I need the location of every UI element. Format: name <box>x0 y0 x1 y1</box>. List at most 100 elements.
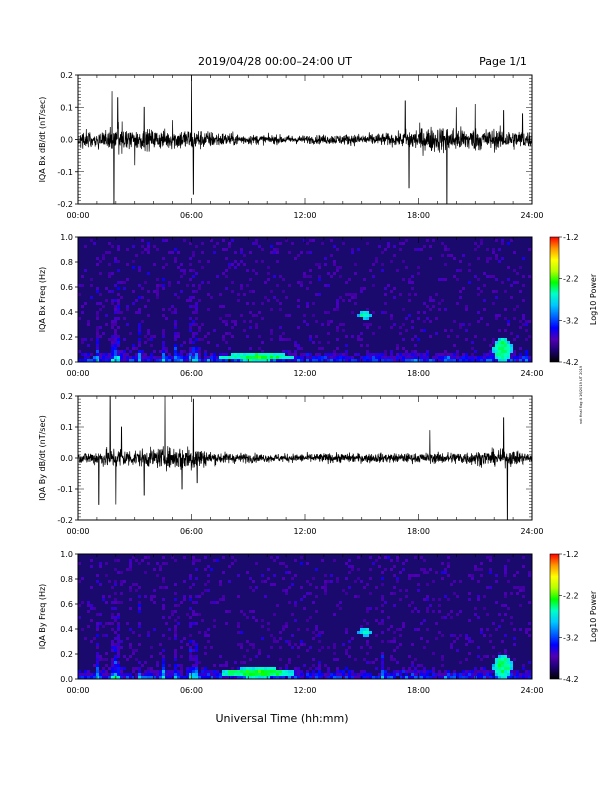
spectrogram-cell <box>180 676 183 679</box>
spectrogram-cell <box>204 556 207 559</box>
spectrogram-cell <box>159 670 162 673</box>
spectrogram-cell <box>285 314 288 317</box>
spectrogram-cell <box>108 667 111 670</box>
spectrogram-cell <box>222 673 225 676</box>
spectrogram-cell <box>444 353 447 356</box>
spectrogram-cell <box>339 323 342 326</box>
spectrogram-cell <box>306 673 309 676</box>
spectrogram-cell <box>408 278 411 281</box>
spectrogram-cell <box>156 359 159 362</box>
spectrogram-cell <box>453 670 456 673</box>
spectrogram-cell <box>504 344 507 347</box>
spectrogram-cell <box>252 353 255 356</box>
spectrogram-cell <box>441 616 444 619</box>
spectrogram-cell <box>111 353 114 356</box>
spectrogram-cell <box>456 356 459 359</box>
spectrogram-cell <box>372 353 375 356</box>
spectrogram-cell <box>318 359 321 362</box>
spectrogram-cell <box>174 676 177 679</box>
spectrogram-cell <box>444 248 447 251</box>
spectrogram-cell <box>159 676 162 679</box>
spectrogram-cell <box>222 664 225 667</box>
spectrogram-cell <box>171 356 174 359</box>
spectrogram-cell <box>189 607 192 610</box>
spectrogram-cell <box>291 242 294 245</box>
spectrogram-cell <box>483 356 486 359</box>
spectrogram-cell <box>216 275 219 278</box>
spectrogram-cell <box>165 317 168 320</box>
spectrogram-cell <box>333 263 336 266</box>
spectrogram-cell <box>333 613 336 616</box>
spectrogram-cell <box>459 296 462 299</box>
spectrogram-cell <box>90 559 93 562</box>
spectrogram-cell <box>117 338 120 341</box>
spectrogram-cell <box>216 344 219 347</box>
spectrogram-cell <box>270 556 273 559</box>
spectrogram-cell <box>471 574 474 577</box>
spectrogram-cell <box>504 634 507 637</box>
spectrogram-cell <box>102 353 105 356</box>
spectrogram-cell <box>273 673 276 676</box>
spectrogram-cell <box>393 640 396 643</box>
spectrogram-cell <box>189 353 192 356</box>
x-tick-label: 00:00 <box>66 686 89 695</box>
spectrogram-cell <box>318 649 321 652</box>
spectrogram-cell <box>198 661 201 664</box>
spectrogram-cell <box>270 359 273 362</box>
spectrogram-cell <box>402 242 405 245</box>
spectrogram-cell <box>252 667 255 670</box>
spectrogram-cell <box>423 359 426 362</box>
spectrogram-cell <box>258 347 261 350</box>
spectrogram-cell <box>105 673 108 676</box>
spectrogram-cell <box>480 631 483 634</box>
spectrogram-cell <box>447 670 450 673</box>
spectrogram-cell <box>108 580 111 583</box>
spectrogram-cell <box>390 640 393 643</box>
spectrogram-cell <box>294 341 297 344</box>
spectrogram-cell <box>153 290 156 293</box>
spectrogram-cell <box>228 266 231 269</box>
spectrogram-cell <box>288 661 291 664</box>
spectrogram-cell <box>381 622 384 625</box>
spectrogram-cell <box>384 676 387 679</box>
spectrogram-cell <box>522 356 525 359</box>
spectrogram-cell <box>477 293 480 296</box>
spectrogram-cell <box>420 637 423 640</box>
spectrogram-cell <box>429 568 432 571</box>
spectrogram-cell <box>441 634 444 637</box>
spectrogram-cell <box>297 299 300 302</box>
spectrogram-cell <box>165 562 168 565</box>
spectrogram-cell <box>117 640 120 643</box>
spectrogram-cell <box>393 673 396 676</box>
spectrogram-cell <box>495 353 498 356</box>
spectrogram-cell <box>186 284 189 287</box>
spectrogram-cell <box>90 586 93 589</box>
spectrogram-cell <box>489 350 492 353</box>
spectrogram-cell <box>345 577 348 580</box>
spectrogram-cell <box>363 619 366 622</box>
spectrogram-cell <box>114 658 117 661</box>
spectrogram-cell <box>144 341 147 344</box>
spectrogram-cell <box>402 625 405 628</box>
spectrogram-cell <box>486 556 489 559</box>
spectrogram-cell <box>87 625 90 628</box>
spectrogram-cell <box>198 676 201 679</box>
y-tick-label: 1.0 <box>60 233 73 242</box>
spectrogram-cell <box>471 341 474 344</box>
spectrogram-cell <box>195 332 198 335</box>
spectrogram-cell <box>96 622 99 625</box>
spectrogram-cell <box>345 628 348 631</box>
spectrogram-cell <box>78 673 81 676</box>
spectrogram-cell <box>504 673 507 676</box>
spectrogram-cell <box>507 350 510 353</box>
spectrogram-cell <box>432 667 435 670</box>
spectrogram-cell <box>507 242 510 245</box>
spectrogram-cell <box>297 281 300 284</box>
spectrogram-cell <box>432 610 435 613</box>
spectrogram-cell <box>111 601 114 604</box>
y-tick-label: 0.2 <box>60 71 73 80</box>
spectrogram-cell <box>327 356 330 359</box>
spectrogram-cell <box>525 350 528 353</box>
spectrogram-cell <box>318 347 321 350</box>
